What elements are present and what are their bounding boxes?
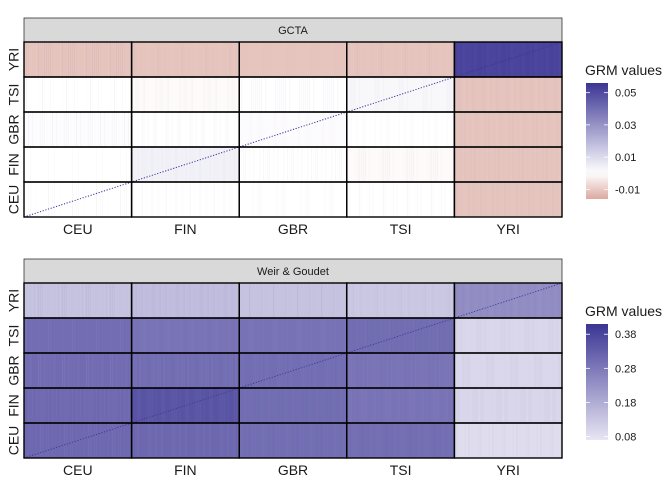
heatmap-block-tsi-gbr bbox=[239, 318, 347, 353]
heatmap-block-gbr-fin bbox=[131, 353, 240, 388]
weir-goudet-y-ticks: CEU FIN GBR TSI YRI bbox=[6, 289, 22, 455]
gcta-block-borders bbox=[23, 41, 563, 218]
gcta-diagonal bbox=[23, 41, 563, 218]
heatmap-block-gbr-yri bbox=[454, 112, 562, 147]
gcta-y-tick-gbr: GBR bbox=[6, 114, 22, 144]
weir-goudet-y-tick-fin: FIN bbox=[6, 394, 22, 417]
heatmap-block-tsi-gbr bbox=[239, 77, 347, 112]
heatmap-block-tsi-tsi bbox=[346, 318, 455, 353]
gcta-x-ticks: CEU FIN GBR TSI YRI bbox=[63, 221, 520, 237]
heatmap-block-ceu-fin bbox=[131, 423, 240, 458]
gcta-x-tick-ceu: CEU bbox=[63, 221, 93, 237]
heatmap-block-yri-tsi bbox=[346, 42, 455, 77]
heatmap-block-yri-fin bbox=[131, 283, 240, 318]
weir-goudet-legend-label-2: 0.28 bbox=[615, 363, 636, 375]
heatmap-block-gbr-fin bbox=[131, 112, 240, 147]
heatmap-block-tsi-yri bbox=[454, 318, 562, 353]
heatmap-block-ceu-tsi bbox=[346, 423, 455, 458]
heatmap-block-fin-ceu bbox=[24, 147, 132, 182]
gcta-y-tick-ceu: CEU bbox=[6, 185, 22, 215]
gcta-panel-title: GCTA bbox=[278, 25, 308, 37]
heatmap-block-tsi-tsi bbox=[346, 77, 455, 112]
heatmap-block-tsi-ceu bbox=[24, 318, 132, 353]
heatmap-block-tsi-fin bbox=[131, 318, 240, 353]
weir-goudet-legend-label-1: 0.18 bbox=[615, 397, 636, 409]
heatmap-block-ceu-gbr bbox=[239, 423, 347, 458]
heatmap-block-fin-gbr bbox=[239, 388, 347, 423]
weir-goudet-strip bbox=[23, 258, 563, 284]
heatmap-block-yri-gbr bbox=[239, 42, 347, 77]
gcta-legend-ticks bbox=[586, 92, 608, 190]
gcta-y-tick-yri: YRI bbox=[6, 48, 22, 71]
heatmap-block-fin-tsi bbox=[346, 147, 455, 182]
heatmap-block-fin-tsi bbox=[346, 388, 455, 423]
heatmap-block-tsi-fin bbox=[131, 77, 240, 112]
gcta-x-tick-fin: FIN bbox=[174, 221, 197, 237]
gcta-y-ticks: CEU FIN GBR TSI YRI bbox=[6, 48, 22, 214]
gcta-x-tick-tsi: TSI bbox=[390, 221, 412, 237]
weir-goudet-legend-label-3: 0.38 bbox=[615, 329, 636, 341]
gcta-panel: GCTA CEU FIN GBR TSI YRI CEU FIN GBR TSI… bbox=[6, 17, 662, 237]
gcta-legend-title: GRM values bbox=[585, 62, 662, 78]
heatmap-block-ceu-gbr bbox=[239, 182, 347, 217]
gcta-legend: GRM values -0.01 0.01 0.03 0.05 bbox=[585, 62, 662, 199]
heatmap-block-gbr-ceu bbox=[24, 112, 132, 147]
weir-goudet-diagonal bbox=[23, 282, 563, 459]
heatmap-block-gbr-yri bbox=[454, 353, 562, 388]
weir-goudet-x-tick-fin: FIN bbox=[174, 462, 197, 478]
weir-goudet-y-tick-tsi: TSI bbox=[6, 325, 22, 347]
weir-goudet-legend-ticks bbox=[586, 333, 608, 437]
gcta-cells bbox=[24, 42, 562, 217]
heatmap-block-fin-yri bbox=[454, 388, 562, 423]
weir-goudet-x-tick-yri: YRI bbox=[497, 462, 520, 478]
heatmap-block-ceu-yri bbox=[454, 423, 562, 458]
heatmap-block-ceu-yri bbox=[454, 182, 562, 217]
weir-goudet-legend-title: GRM values bbox=[585, 303, 662, 319]
weir-goudet-x-ticks: CEU FIN GBR TSI YRI bbox=[63, 462, 520, 478]
gcta-strip bbox=[23, 17, 563, 43]
weir-goudet-legend: GRM values 0.08 0.18 0.28 0.38 bbox=[585, 303, 662, 444]
gcta-x-tick-yri: YRI bbox=[497, 221, 520, 237]
weir-goudet-x-tick-tsi: TSI bbox=[390, 462, 412, 478]
weir-goudet-legend-colorbar bbox=[586, 324, 608, 440]
heatmap-block-tsi-yri bbox=[454, 77, 562, 112]
gcta-legend-colorbar bbox=[586, 83, 608, 199]
heatmap-block-gbr-tsi bbox=[346, 353, 455, 388]
gcta-legend-label-0: -0.01 bbox=[615, 184, 640, 196]
weir-goudet-legend-label-0: 0.08 bbox=[615, 432, 636, 444]
diagonal-self-relatedness bbox=[23, 282, 563, 459]
heatmap-block-gbr-ceu bbox=[24, 353, 132, 388]
gcta-legend-label-1: 0.01 bbox=[615, 152, 636, 164]
heatmap-block-yri-fin bbox=[131, 42, 240, 77]
heatmap-block-ceu-fin bbox=[131, 182, 240, 217]
gcta-y-tick-fin: FIN bbox=[6, 153, 22, 176]
heatmap-block-yri-tsi bbox=[346, 283, 455, 318]
gcta-legend-label-3: 0.05 bbox=[615, 88, 636, 100]
weir-goudet-block-borders bbox=[23, 282, 563, 459]
weir-goudet-y-tick-ceu: CEU bbox=[6, 426, 22, 456]
heatmap-block-fin-gbr bbox=[239, 147, 347, 182]
heatmap-block-yri-ceu bbox=[24, 283, 132, 318]
heatmap-block-tsi-ceu bbox=[24, 77, 132, 112]
gcta-y-tick-tsi: TSI bbox=[6, 84, 22, 106]
gcta-legend-label-2: 0.03 bbox=[615, 120, 636, 132]
block-border bbox=[453, 422, 563, 459]
weir-goudet-x-tick-gbr: GBR bbox=[278, 462, 308, 478]
heatmap-block-fin-yri bbox=[454, 147, 562, 182]
heatmap-block-gbr-tsi bbox=[346, 112, 455, 147]
block-border bbox=[453, 181, 563, 218]
heatmap-block-ceu-tsi bbox=[346, 182, 455, 217]
diagonal-self-relatedness bbox=[23, 41, 563, 218]
weir-goudet-cells bbox=[24, 283, 562, 458]
weir-goudet-y-tick-yri: YRI bbox=[6, 289, 22, 312]
weir-goudet-panel-title: Weir & Goudet bbox=[257, 266, 329, 278]
weir-goudet-y-tick-gbr: GBR bbox=[6, 355, 22, 385]
weir-goudet-x-tick-ceu: CEU bbox=[63, 462, 93, 478]
heatmap-block-fin-ceu bbox=[24, 388, 132, 423]
heatmap-block-yri-ceu bbox=[24, 42, 132, 77]
heatmap-block-yri-gbr bbox=[239, 283, 347, 318]
gcta-x-tick-gbr: GBR bbox=[278, 221, 308, 237]
weir-goudet-panel: Weir & Goudet CEU FIN GBR TSI YRI CEU FI… bbox=[6, 258, 662, 478]
